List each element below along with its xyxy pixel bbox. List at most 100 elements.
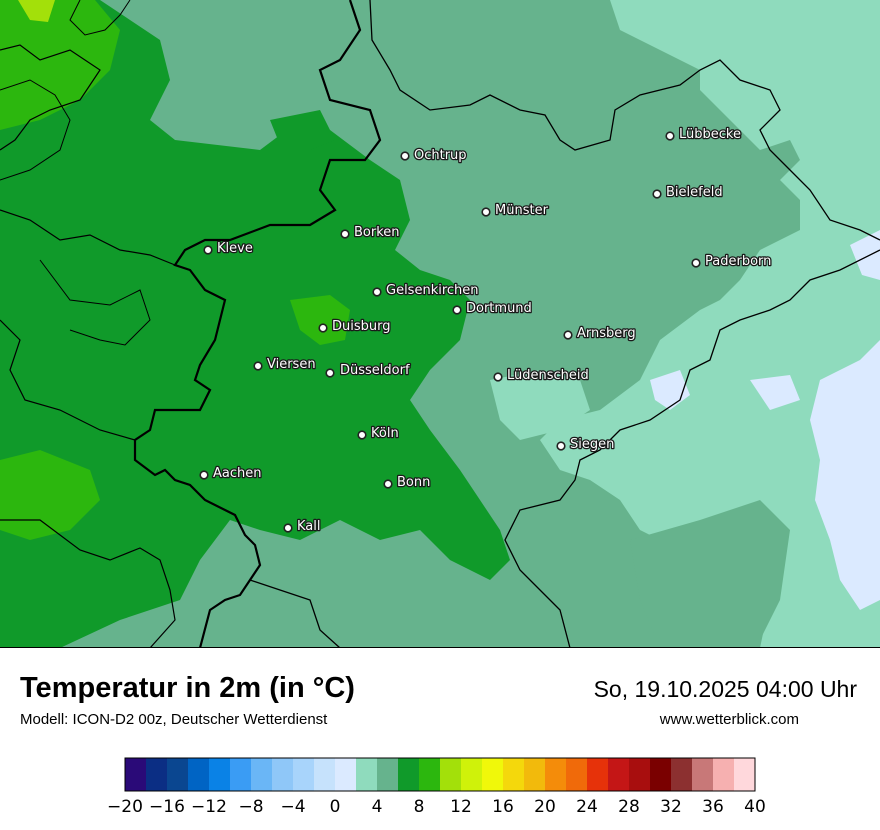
temperature-map: Lübbecke Ochtrup Bielefeld Münster Borke… <box>0 0 880 648</box>
city-dot <box>563 330 573 340</box>
city-marker: Viersen <box>253 356 317 373</box>
city-label: Kleve <box>217 241 253 256</box>
city-marker: Siegen <box>556 436 616 453</box>
city-dot <box>493 372 503 382</box>
city-dot <box>383 479 393 489</box>
map-title: Temperatur in 2m (in °C) <box>20 672 355 704</box>
city-dot <box>652 189 662 199</box>
city-dot <box>665 131 675 141</box>
legend-tick-label: 28 <box>618 797 640 817</box>
city-label: Aachen <box>213 466 261 481</box>
city-label: Borken <box>354 225 400 240</box>
city-label: Kall <box>297 519 321 534</box>
city-dot <box>481 207 491 217</box>
legend-swatch <box>293 758 315 791</box>
city-label: Ochtrup <box>414 148 467 163</box>
legend-swatch <box>167 758 189 791</box>
legend-tick-label: 12 <box>450 797 472 817</box>
city-dot <box>556 441 566 451</box>
temp-zone-6-8-east <box>540 0 880 648</box>
city-dot <box>203 245 213 255</box>
legend-swatch <box>566 758 588 791</box>
legend-swatch <box>335 758 357 791</box>
city-marker: Düsseldorf <box>325 362 411 379</box>
city-marker: Duisburg <box>318 318 392 335</box>
region-border-mid <box>39 259 151 346</box>
city-dot <box>318 323 328 333</box>
legend-swatch <box>587 758 609 791</box>
city-label: Bielefeld <box>666 185 723 200</box>
city-label: Bonn <box>397 475 430 490</box>
be-border <box>0 319 136 441</box>
legend-tick-label: −4 <box>280 797 305 817</box>
legend-ticks: −20 −16 −12 −8 −4 0 4 8 12 16 20 24 28 32 36 40 <box>107 797 766 817</box>
legend-tick-label: 0 <box>330 797 341 817</box>
website-link[interactable]: www.wetterblick.com <box>659 711 799 728</box>
city-marker: Arnsberg <box>563 325 637 342</box>
state-border-3 <box>249 579 341 648</box>
city-label: Siegen <box>570 437 614 452</box>
color-legend: −20 −16 −12 −8 −4 0 4 8 12 16 20 24 28 32 36 40 <box>107 757 766 817</box>
temp-zone-10-12-duisburg <box>290 295 350 345</box>
legend-swatch <box>146 758 168 791</box>
city-dot <box>340 229 350 239</box>
temp-zone-2-4-east <box>810 340 880 610</box>
legend-tick-label: 20 <box>534 797 556 817</box>
legend-swatch <box>545 758 567 791</box>
legend-swatch <box>734 758 756 791</box>
legend-swatch <box>188 758 210 791</box>
legend-swatch <box>461 758 483 791</box>
city-marker: Bonn <box>383 474 432 491</box>
city-dot <box>357 430 367 440</box>
city-dot <box>253 361 263 371</box>
legend-swatch <box>419 758 441 791</box>
legend-swatch <box>356 758 378 791</box>
legend-tick-label: 40 <box>744 797 766 817</box>
city-dot <box>691 258 701 268</box>
legend-tick-label: 16 <box>492 797 514 817</box>
state-border-1 <box>369 0 880 241</box>
legend-tick-label: −12 <box>191 797 227 817</box>
legend-swatch <box>713 758 735 791</box>
city-dot <box>372 287 382 297</box>
city-label: Arnsberg <box>577 326 636 341</box>
forecast-datetime: So, 19.10.2025 04:00 Uhr <box>593 676 857 702</box>
legend-swatches <box>125 758 756 791</box>
temp-zone-2-4-patch2 <box>750 375 800 410</box>
legend-tick-label: 36 <box>702 797 724 817</box>
region-border-nw <box>0 79 71 181</box>
city-label: Duisburg <box>332 319 391 334</box>
temp-zone-8-10-west <box>0 0 510 648</box>
city-dot <box>199 470 209 480</box>
city-label: Paderborn <box>705 254 771 269</box>
legend-swatch <box>629 758 651 791</box>
legend-swatch <box>503 758 525 791</box>
legend-tick-label: 32 <box>660 797 682 817</box>
city-marker: Gelsenkirchen <box>372 282 480 299</box>
legend-frame <box>124 757 756 792</box>
city-marker: Kall <box>283 518 322 535</box>
city-marker: Bielefeld <box>652 184 724 201</box>
state-border-2 <box>504 249 880 648</box>
temp-zone-10-12-sw <box>0 450 100 540</box>
legend-tick-label: 4 <box>372 797 383 817</box>
temp-zone-6-8-se <box>630 500 790 648</box>
legend-swatch <box>440 758 462 791</box>
city-marker: Kleve <box>203 240 254 257</box>
city-dot <box>400 151 410 161</box>
temp-zone-8-10-north <box>270 110 335 150</box>
city-marker: Münster <box>481 202 550 219</box>
city-marker: Ochtrup <box>400 147 468 164</box>
city-marker: Lüdenscheid <box>493 367 590 384</box>
temp-zone-6-8-mid <box>490 370 590 440</box>
city-marker: Dortmund <box>452 300 533 317</box>
legend-swatch <box>230 758 252 791</box>
city-marker: Borken <box>340 224 401 241</box>
city-markers: Lübbecke Ochtrup Bielefeld Münster Borke… <box>199 126 773 535</box>
city-label: Viersen <box>267 357 316 372</box>
legend-tick-label: −20 <box>107 797 143 817</box>
model-source: Modell: ICON-D2 00z, Deutscher Wetterdie… <box>20 711 328 728</box>
borders <box>0 0 880 648</box>
city-marker: Aachen <box>199 465 263 482</box>
city-dot <box>452 305 462 315</box>
